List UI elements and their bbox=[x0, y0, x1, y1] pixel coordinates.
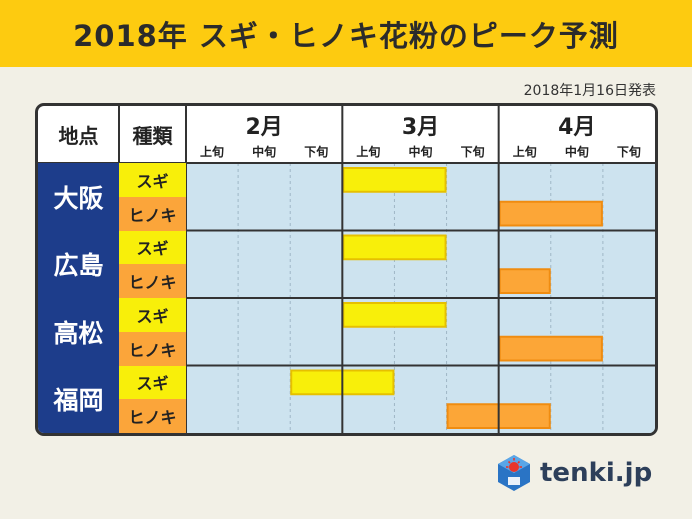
page-title: 2018年 スギ・ヒノキ花粉のピーク予測 bbox=[73, 18, 619, 53]
dekad-header: 下旬 bbox=[304, 144, 329, 159]
title-bar: 2018年 スギ・ヒノキ花粉のピーク予測 bbox=[0, 0, 692, 67]
region-label: 広島 bbox=[38, 230, 119, 298]
dekad-header: 中旬 bbox=[252, 144, 277, 159]
hinoki-peak-bar bbox=[446, 403, 551, 429]
dekad-header: 上旬 bbox=[200, 144, 225, 159]
month-header: 2月 bbox=[245, 115, 283, 140]
sugi-label: スギ bbox=[119, 230, 186, 265]
hinoki-peak-bar bbox=[498, 268, 551, 294]
month-header: 4月 bbox=[558, 115, 596, 140]
hinoki-peak-bar bbox=[498, 335, 603, 362]
hinoki-label: ヒノキ bbox=[119, 264, 186, 298]
sugi-peak-bar bbox=[290, 369, 395, 396]
announcement-date: 2018年1月16日発表 bbox=[523, 83, 656, 99]
timeline-chart bbox=[186, 163, 655, 433]
sugi-label: スギ bbox=[119, 365, 186, 400]
logo-text: tenki.jp bbox=[540, 458, 653, 488]
location-header: 地点 bbox=[58, 124, 99, 148]
pollen-peak-table: 地点 種類 2月 上旬 中旬 下旬 3月 上旬 中旬 下旬 4月 上旬 中旬 下旬 大阪 広島 高松 福岡 スギ… bbox=[35, 103, 658, 436]
sugi-peak-bar bbox=[342, 302, 447, 328]
dekad-header: 中旬 bbox=[564, 144, 589, 159]
hinoki-label: ヒノキ bbox=[119, 331, 186, 366]
region-label: 福岡 bbox=[38, 365, 119, 433]
tenki-logo[interactable]: tenki.jp bbox=[496, 452, 652, 494]
dekad-header: 下旬 bbox=[460, 144, 485, 159]
type-header: 種類 bbox=[132, 124, 173, 148]
sugi-peak-bar bbox=[342, 167, 447, 193]
dekad-header: 上旬 bbox=[356, 144, 381, 159]
dekad-header: 中旬 bbox=[408, 144, 433, 159]
sugi-label: スギ bbox=[119, 298, 186, 332]
hinoki-label: ヒノキ bbox=[119, 399, 186, 433]
sugi-label: スギ bbox=[119, 163, 186, 197]
region-label: 高松 bbox=[38, 298, 119, 366]
month-header: 3月 bbox=[401, 115, 440, 140]
region-label: 大阪 bbox=[38, 163, 119, 231]
dekad-header: 上旬 bbox=[512, 144, 537, 159]
hinoki-peak-bar bbox=[498, 200, 603, 227]
hinoki-label: ヒノキ bbox=[119, 196, 186, 231]
sugi-peak-bar bbox=[342, 234, 447, 261]
dekad-header: 下旬 bbox=[616, 144, 641, 159]
tenki-logo-icon bbox=[498, 455, 530, 491]
